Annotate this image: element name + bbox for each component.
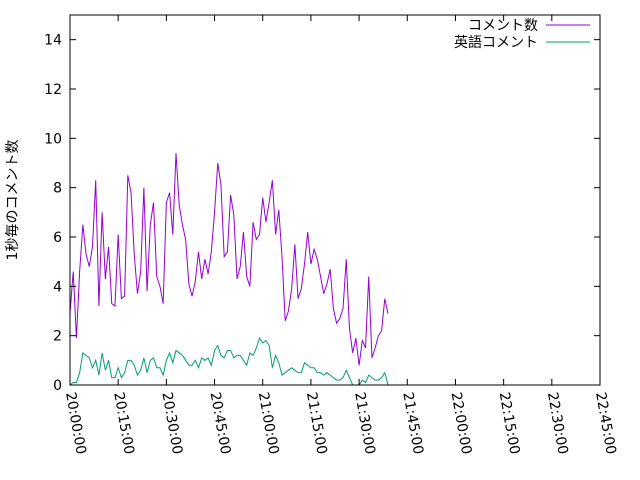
series-lines	[69, 153, 389, 386]
x-tick-label: 20:00:00	[62, 391, 89, 456]
y-tick-label: 12	[44, 82, 62, 98]
x-tick-label: 22:30:00	[544, 391, 571, 456]
x-tick-label: 20:45:00	[207, 391, 234, 456]
y-tick-label: 8	[53, 181, 62, 197]
x-tick-label: 22:15:00	[496, 391, 523, 456]
x-tick-label: 22:45:00	[592, 391, 619, 456]
y-tick-label: 2	[53, 329, 62, 345]
legend: コメント数 英語コメント	[454, 18, 590, 51]
legend-label-0: コメント数	[468, 18, 538, 34]
legend-label-1: 英語コメント	[454, 34, 538, 51]
series-line-1	[69, 336, 389, 386]
x-tick-label: 22:00:00	[448, 391, 475, 456]
y-axis: 0 2 4 6 8 10 12 14	[44, 33, 600, 394]
y-tick-label: 10	[44, 131, 62, 147]
y-tick-label: 6	[53, 230, 62, 246]
x-tick-label: 21:00:00	[255, 391, 282, 456]
y-tick-label: 4	[53, 279, 62, 295]
y-tick-label: 0	[53, 378, 62, 394]
x-tick-label: 20:15:00	[110, 391, 137, 456]
y-axis-label: 1秒毎のコメント数	[5, 140, 21, 261]
series-line-0	[69, 153, 389, 366]
x-tick-label: 20:30:00	[158, 391, 185, 456]
x-tick-label: 21:30:00	[351, 391, 378, 456]
x-tick-label: 21:15:00	[303, 391, 330, 456]
x-tick-label: 21:45:00	[399, 391, 426, 456]
y-tick-label: 14	[44, 33, 62, 49]
plot-frame	[69, 14, 601, 386]
